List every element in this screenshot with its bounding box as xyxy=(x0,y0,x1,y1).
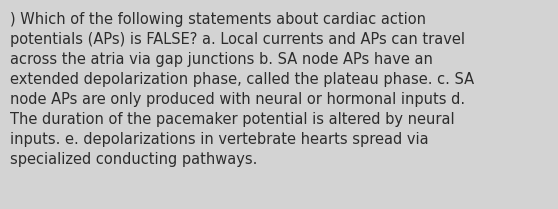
Text: ) Which of the following statements about cardiac action
potentials (APs) is FAL: ) Which of the following statements abou… xyxy=(10,12,474,167)
